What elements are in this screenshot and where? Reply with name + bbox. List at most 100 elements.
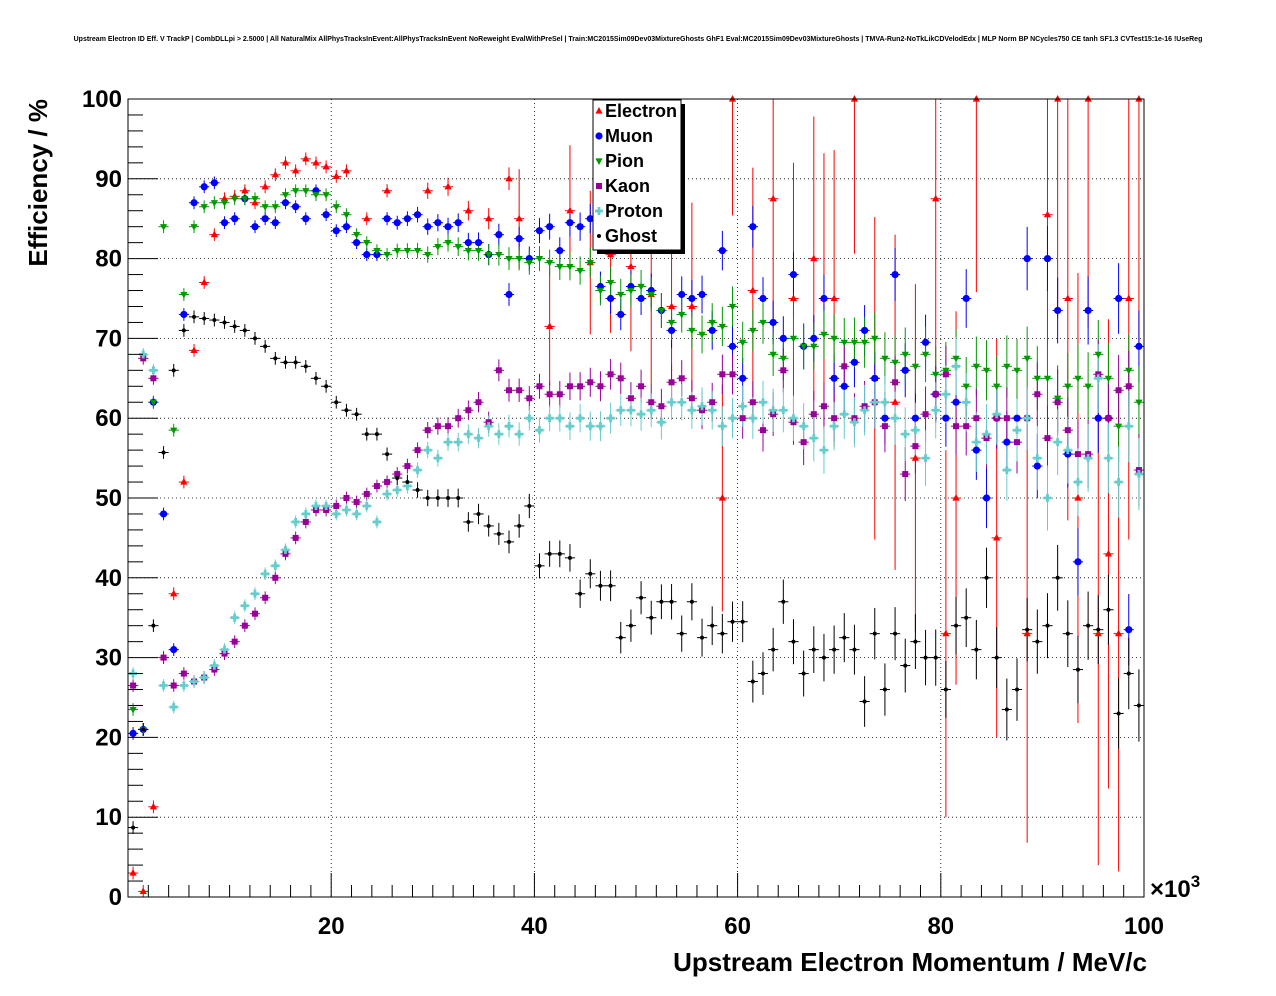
proton-marker (748, 414, 757, 423)
electron-marker (932, 194, 940, 202)
electron-marker (566, 206, 574, 214)
ghost-marker (181, 328, 186, 333)
pion-marker (302, 188, 310, 195)
y-axis-label: Efficiency / % (23, 99, 53, 267)
muon-marker (1074, 558, 1082, 566)
pion-marker (1125, 367, 1133, 375)
electron-marker (281, 158, 290, 166)
pion-marker (373, 248, 381, 255)
pion-marker (1013, 367, 1021, 375)
proton-marker (1134, 470, 1143, 479)
proton-marker (169, 703, 178, 712)
pion-marker (830, 335, 838, 343)
muon-marker (972, 446, 980, 454)
proton-marker (789, 414, 798, 423)
pion-marker (566, 263, 574, 271)
muon-marker (1033, 462, 1041, 470)
proton-marker (779, 406, 788, 415)
legend-label-muon: Muon (605, 126, 653, 146)
muon-marker (759, 294, 767, 303)
electron-marker (1125, 294, 1133, 302)
ghost-marker (1065, 631, 1070, 636)
kaon-marker (973, 415, 980, 422)
electron-marker (170, 589, 178, 597)
pion-marker (779, 355, 787, 363)
ghost-marker (435, 496, 440, 500)
kaon-marker (1115, 387, 1122, 394)
pion-marker (353, 232, 361, 239)
legend-box (592, 99, 682, 251)
muon-marker (982, 494, 991, 502)
ghost-marker (923, 655, 928, 660)
pion-marker (1054, 395, 1062, 403)
ghost-marker (1004, 707, 1009, 712)
legend-item-proton: Proton (595, 201, 663, 221)
kaon-marker (963, 423, 970, 430)
proton-marker (1053, 438, 1062, 447)
kaon-marker (384, 479, 391, 486)
muon-marker (413, 211, 422, 219)
electron-marker (627, 262, 635, 270)
kaon-marker (577, 383, 584, 390)
electron-marker (688, 302, 696, 310)
pion-marker (292, 188, 300, 195)
ghost-marker (517, 523, 522, 528)
kaon-marker (160, 654, 167, 661)
ghost-marker (903, 663, 908, 668)
pion-marker (312, 192, 320, 199)
kaon-marker (333, 502, 340, 509)
muon-marker (1054, 306, 1062, 315)
proton-marker (850, 418, 859, 427)
proton-marker (1104, 454, 1113, 463)
kaon-marker (536, 383, 543, 390)
electron-marker (993, 533, 1001, 541)
pion-marker (871, 335, 879, 343)
electron-marker (322, 162, 330, 170)
y-tick-label: 50 (95, 485, 122, 512)
pion-marker (810, 343, 818, 351)
ghost-marker (1116, 711, 1121, 716)
x-tick-label: 40 (521, 913, 548, 940)
kaon-marker (831, 415, 838, 422)
ghost-marker (253, 336, 257, 341)
muon-marker (231, 215, 239, 223)
muon-marker (667, 326, 676, 335)
pion-marker (231, 196, 239, 203)
pion-marker (586, 259, 594, 267)
pion-marker (911, 363, 919, 371)
pion-marker (1033, 375, 1041, 383)
proton-marker (1094, 374, 1103, 383)
muon-marker (840, 382, 848, 390)
electron-marker (149, 802, 157, 810)
electron-marker (1064, 294, 1072, 302)
pion-marker (474, 248, 483, 255)
kaon-marker (892, 379, 899, 386)
legend-ghost-marker (597, 234, 601, 238)
muon-marker (1043, 255, 1052, 263)
proton-marker (891, 414, 900, 423)
pion-marker (403, 248, 411, 255)
electron-marker (139, 887, 147, 895)
pion-marker (525, 259, 533, 267)
proton-marker (759, 398, 767, 407)
proton-marker (941, 390, 950, 399)
x-tick-label: 100 (1124, 913, 1164, 940)
ghost-marker (405, 480, 410, 485)
electron-marker (190, 346, 198, 353)
muon-marker (678, 290, 686, 299)
proton-marker (484, 422, 493, 431)
proton-marker (565, 422, 574, 431)
kaon-marker (1044, 435, 1051, 442)
ghost-marker (456, 496, 461, 500)
proton-marker (230, 613, 239, 622)
pion-marker (1074, 375, 1082, 383)
pion-marker (200, 204, 208, 211)
kaon-marker (841, 363, 848, 370)
kaon-marker (902, 471, 909, 478)
ghost-marker (821, 655, 826, 660)
proton-marker (474, 434, 483, 443)
pion-marker (647, 291, 655, 299)
kaon-marker (434, 423, 441, 430)
pion-marker (576, 267, 584, 275)
muon-marker (556, 247, 564, 255)
